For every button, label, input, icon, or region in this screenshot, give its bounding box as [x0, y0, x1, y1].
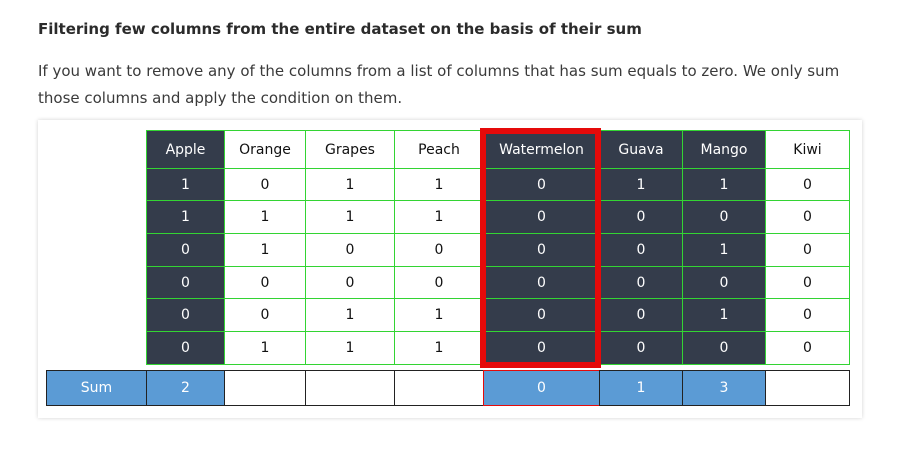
- sum-label: Sum: [46, 370, 147, 406]
- table-cell: 0: [599, 233, 683, 267]
- table-cell: 1: [682, 233, 766, 267]
- table-cell: 1: [305, 200, 395, 234]
- table-cell: 0: [305, 266, 395, 299]
- table-cell: 0: [599, 200, 683, 234]
- sum-cell: [224, 370, 306, 406]
- table-cell: 0: [765, 168, 850, 201]
- table-cell: 0: [224, 298, 306, 332]
- table-cell: 1: [394, 200, 484, 234]
- table-cell: 1: [146, 168, 225, 201]
- sum-cell: 0: [483, 370, 600, 406]
- table-cell: 0: [599, 331, 683, 365]
- table-cell: 0: [146, 298, 225, 332]
- description-paragraph: If you want to remove any of the columns…: [38, 62, 840, 107]
- table-cell: 1: [305, 168, 395, 201]
- sum-cell: 2: [146, 370, 225, 406]
- table-cell: 0: [224, 168, 306, 201]
- table-cell: 0: [483, 168, 600, 201]
- table-cell: 1: [394, 298, 484, 332]
- table-cell: 0: [682, 200, 766, 234]
- table-cell: 0: [682, 331, 766, 365]
- table-cell: 1: [394, 331, 484, 365]
- table-cell: 1: [305, 298, 395, 332]
- sum-cell: [765, 370, 850, 406]
- section-heading: Filtering few columns from the entire da…: [38, 20, 642, 38]
- table-cell: 1: [599, 168, 683, 201]
- table-cell: 1: [224, 331, 306, 365]
- table-cell: 0: [765, 266, 850, 299]
- column-header-kiwi: Kiwi: [765, 130, 850, 169]
- table-cell: 0: [765, 200, 850, 234]
- table-cell: 0: [599, 266, 683, 299]
- table-cell: 0: [765, 298, 850, 332]
- table-cell: 1: [305, 331, 395, 365]
- table-cell: 1: [682, 168, 766, 201]
- column-header-grapes: Grapes: [305, 130, 395, 169]
- table-cell: 0: [765, 331, 850, 365]
- table-cell: 0: [146, 233, 225, 267]
- table-cell: 1: [224, 233, 306, 267]
- sum-cell: [305, 370, 395, 406]
- table-cell: 0: [483, 298, 600, 332]
- table-cell: 0: [146, 266, 225, 299]
- table-cell: 1: [146, 200, 225, 234]
- sum-cell: [394, 370, 484, 406]
- column-header-peach: Peach: [394, 130, 484, 169]
- column-header-orange: Orange: [224, 130, 306, 169]
- table-cell: 0: [483, 233, 600, 267]
- column-header-watermelon: Watermelon: [483, 130, 600, 169]
- column-header-guava: Guava: [599, 130, 683, 169]
- sum-cell: 3: [682, 370, 766, 406]
- table-cell: 0: [483, 331, 600, 365]
- table-cell: 0: [765, 233, 850, 267]
- column-header-mango: Mango: [682, 130, 766, 169]
- table-cell: 0: [305, 233, 395, 267]
- table-cell: 0: [146, 331, 225, 365]
- table-cell: 1: [224, 200, 306, 234]
- table-cell: 0: [599, 298, 683, 332]
- table-cell: 1: [682, 298, 766, 332]
- table-cell: 0: [394, 233, 484, 267]
- table-cell: 0: [682, 266, 766, 299]
- sum-cell: 1: [599, 370, 683, 406]
- table-cell: 1: [394, 168, 484, 201]
- column-header-apple: Apple: [146, 130, 225, 169]
- table-cell: 0: [483, 266, 600, 299]
- table-cell: 0: [394, 266, 484, 299]
- table-cell: 0: [483, 200, 600, 234]
- table-cell: 0: [224, 266, 306, 299]
